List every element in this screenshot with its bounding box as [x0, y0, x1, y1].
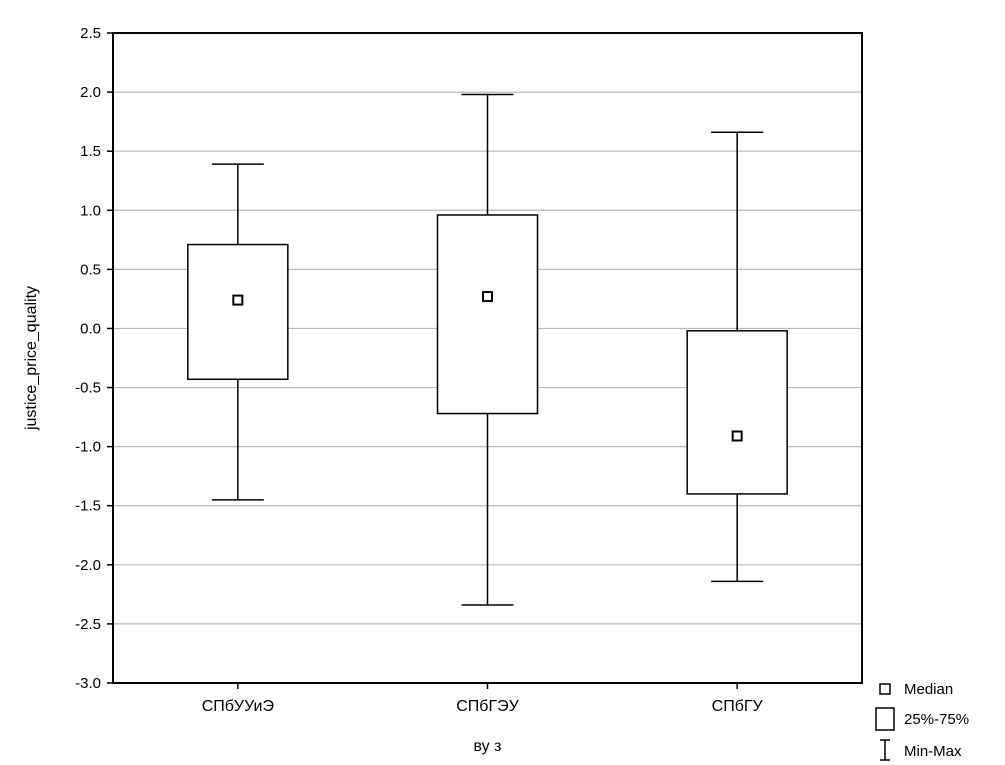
legend-label-median: Median — [904, 681, 953, 698]
x-axis-label: ву з — [474, 738, 502, 755]
legend: Median 25%-75% Min-Max — [875, 681, 969, 761]
whisker-legend-icon — [880, 739, 890, 761]
iqr-box — [187, 243, 289, 381]
y-tick-label: -2.5 — [75, 616, 101, 633]
median-marker — [731, 430, 743, 442]
legend-label-whisker: Min-Max — [904, 743, 962, 760]
box-legend-icon — [875, 707, 895, 731]
y-tick-label: 0.5 — [80, 261, 101, 278]
y-tick-label: 2.5 — [80, 25, 101, 42]
median-legend-icon — [879, 683, 891, 695]
x-tick-label: СПбГУ — [712, 698, 764, 715]
median-marker — [232, 294, 244, 306]
y-tick-label: 1.5 — [80, 143, 101, 160]
x-tick-label: СПбУУиЭ — [202, 698, 274, 715]
box-series — [187, 93, 788, 606]
box-2 — [436, 93, 539, 606]
y-axis-label: justice_price_quality — [23, 286, 40, 431]
y-tick-label: 1.0 — [80, 202, 101, 219]
median-marker — [482, 291, 493, 303]
y-tick-label: -1.5 — [75, 498, 101, 515]
iqr-box — [436, 214, 539, 415]
y-tick-label: -2.0 — [75, 557, 101, 574]
y-tick-label: -0.5 — [75, 380, 101, 397]
x-tick-label: СПбГЭУ — [456, 698, 519, 715]
y-tick-label: 2.0 — [80, 84, 101, 101]
y-tick-label: 0.0 — [80, 320, 101, 337]
x-axis-ticks: СПбУУиЭ СПбГЭУ СПбГУ — [202, 683, 764, 715]
box-3 — [686, 131, 788, 583]
box-1 — [187, 163, 289, 501]
legend-label-box: 25%-75% — [904, 711, 969, 728]
y-tick-label: -1.0 — [75, 439, 101, 456]
y-tick-label: -3.0 — [75, 675, 101, 692]
y-axis-ticks: 2.5 2.0 1.5 1.0 0.5 0.0 -0.5 -1.0 -1.5 -2.0 -2.5 -3… — [75, 25, 113, 692]
iqr-box — [686, 330, 788, 495]
